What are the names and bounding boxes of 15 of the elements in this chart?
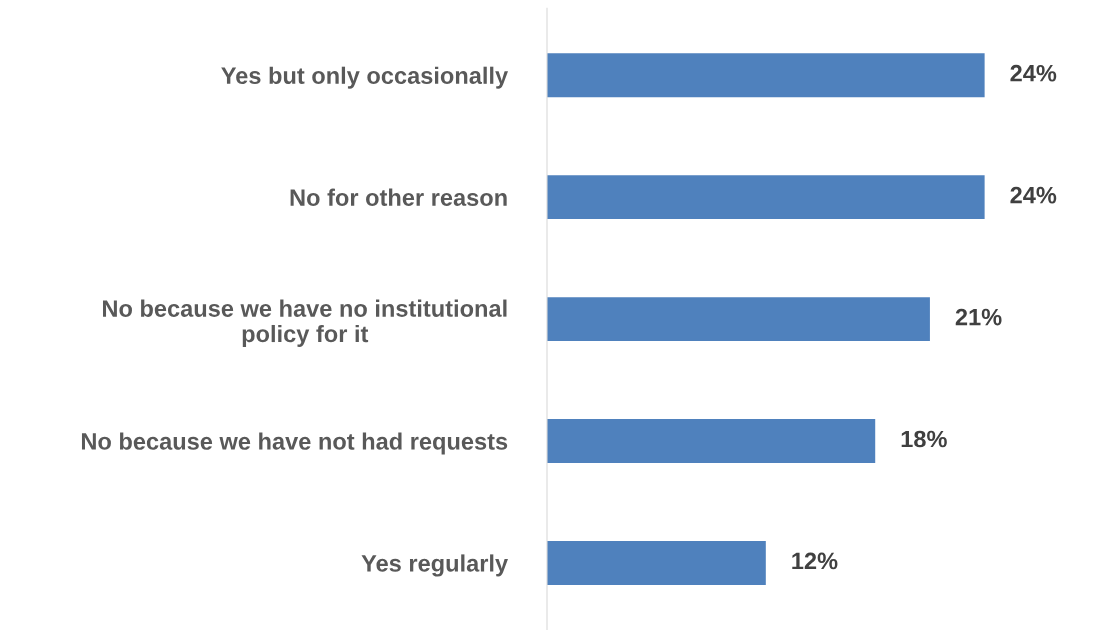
data-label: 24% (1010, 64, 1057, 82)
y-tick-label: No for other reason (290, 188, 507, 206)
bar (547, 175, 985, 220)
bar (547, 541, 766, 585)
data-label: 24% (1010, 186, 1057, 204)
y-tick-label: No because we have no institutional policy for it (103, 299, 507, 347)
data-label: 18% (901, 430, 947, 448)
data-label: 12% (792, 552, 838, 570)
data-label: 21% (955, 308, 1002, 326)
y-tick-label: No because we have not had requests (81, 432, 508, 455)
y-tick-label: Yes regularly (361, 554, 508, 577)
bar (547, 297, 930, 342)
y-tick-label: Yes but only occasionally (221, 66, 509, 89)
bar (547, 53, 985, 98)
bar (547, 419, 876, 463)
